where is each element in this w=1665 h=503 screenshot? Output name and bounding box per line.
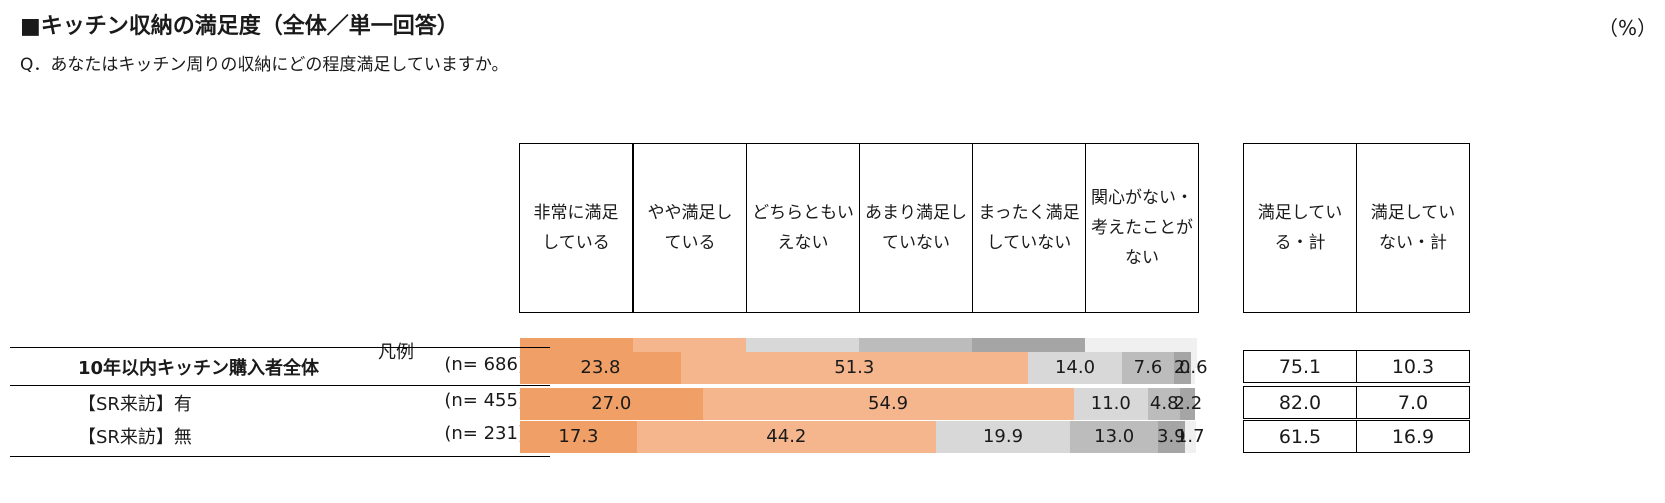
dissatisfied-total: 10.3 (1356, 350, 1470, 383)
category-header-line: あまり満足し (865, 203, 967, 223)
data-label: 1.7 (1175, 426, 1205, 447)
bar-segment (1158, 421, 1185, 453)
bar-segment (1184, 421, 1196, 453)
data-label: 0.6 (1178, 357, 1208, 378)
legend-label: 凡例 (378, 342, 414, 363)
unit-label: （%） (1598, 16, 1658, 40)
row-sample-size: (n= 686) (444, 354, 525, 375)
bar-segment (1173, 352, 1192, 384)
bar-segment (1073, 388, 1148, 420)
data-label: 14.0 (1054, 357, 1096, 378)
data-label: 51.3 (834, 357, 875, 378)
row-sample-size: (n= 231) (444, 423, 525, 444)
bar-segment (1191, 352, 1196, 384)
category-header-text: 関心がない・ 考えたことが ない (1091, 183, 1193, 273)
bar-segment (520, 421, 637, 453)
summary-header-1: 満足してい る・計 (1243, 143, 1357, 313)
satisfied-total: 75.1 (1243, 350, 1357, 383)
category-header-1: 非常に満足 している (519, 143, 633, 313)
satisfied-total: 61.5 (1243, 420, 1357, 453)
category-header-4: あまり満足し ていない (859, 143, 973, 313)
row-label: 【SR来訪】有 (78, 394, 192, 415)
stacked-bar: 27.0 54.9 11.0 4.8 2.2 (520, 388, 1202, 420)
category-header-line: まったく満足 (978, 203, 1080, 223)
category-header-line: やや満足し (647, 203, 733, 223)
data-label: 54.9 (868, 393, 909, 414)
data-label: 23.8 (580, 357, 621, 378)
data-label: 11.0 (1090, 393, 1131, 414)
bar-segment (702, 388, 1074, 420)
data-label: 2.2 (1173, 393, 1203, 414)
summary-header-text: 満足してい る・計 (1258, 198, 1343, 258)
category-header-line: ていない (882, 233, 950, 253)
bar-segment (636, 421, 936, 453)
summary-header-text: 満足してい ない・計 (1371, 198, 1456, 258)
row-label: 【SR来訪】無 (78, 427, 192, 448)
row-sample-size: (n= 455) (444, 390, 525, 411)
category-header-line: 関心がない・ (1091, 188, 1193, 208)
category-header-5: まったく満足 していない (972, 143, 1086, 313)
category-header-text: 非常に満足 している (534, 198, 619, 258)
category-header-line: 非常に満足 (533, 203, 619, 223)
bar-segment (520, 352, 681, 384)
stacked-bar: 23.8 51.3 14.0 7.6 2. 0.6 (520, 352, 1208, 384)
summary-header-line: る・計 (1274, 233, 1326, 253)
bar-segment (1070, 421, 1159, 453)
row-divider (10, 385, 550, 386)
bar-segment (1180, 388, 1196, 420)
row-divider (10, 347, 550, 348)
bar-segment (520, 388, 703, 420)
category-header-line: ない (1125, 248, 1159, 268)
category-header-line: どちらともい (752, 203, 854, 223)
summary-header-line: ない・計 (1379, 233, 1447, 253)
dissatisfied-total: 16.9 (1356, 420, 1470, 453)
row-divider (10, 456, 550, 457)
category-header-3: どちらともい えない (746, 143, 860, 313)
data-label: 44.2 (766, 426, 807, 447)
summary-header-2: 満足してい ない・計 (1356, 143, 1470, 313)
row-label: 10年以内キッチン購入者全体 (78, 358, 320, 379)
bar-segment (1148, 388, 1181, 420)
category-header-line: えない (777, 233, 829, 253)
data-label: 19.9 (982, 426, 1024, 447)
data-label: 2. (1173, 357, 1192, 378)
category-header-text: まったく満足 していない (978, 198, 1079, 258)
data-label: 27.0 (591, 393, 632, 414)
stacked-bar: 17.3 44.2 19.9 13.0 3.9 1.7 (520, 421, 1205, 453)
summary-header-line: 満足してい (1257, 203, 1343, 223)
data-label: 17.3 (558, 426, 599, 447)
data-label: 13.0 (1094, 426, 1135, 447)
category-header-line: している (542, 233, 610, 253)
category-header-text: どちらともい えない (752, 198, 854, 258)
summary-header-line: 満足してい (1370, 203, 1456, 223)
bar-segment (1027, 352, 1123, 384)
data-label: 7.6 (1133, 357, 1163, 378)
category-header-line: 考えたことが (1091, 218, 1193, 238)
category-header-text: やや満足し ている (648, 198, 733, 258)
category-header-2: やや満足し ている (633, 143, 747, 313)
question-text: Q．あなたはキッチン周りの収納にどの程度満足していますか。 (20, 55, 509, 75)
data-label: 3.9 (1156, 426, 1186, 447)
category-header-text: あまり満足し ていない (865, 198, 967, 258)
bar-segment (1122, 352, 1174, 384)
dissatisfied-total: 7.0 (1356, 386, 1470, 419)
category-header-line: ている (664, 233, 716, 253)
bar-segment (935, 421, 1071, 453)
category-header-line: していない (986, 233, 1072, 253)
satisfied-total: 82.0 (1243, 386, 1357, 419)
chart-title: ■キッチン収納の満足度（全体／単一回答） (20, 14, 459, 39)
data-label: 4.8 (1149, 393, 1179, 414)
bar-segment (680, 352, 1028, 384)
category-header-6: 関心がない・ 考えたことが ない (1085, 143, 1199, 313)
